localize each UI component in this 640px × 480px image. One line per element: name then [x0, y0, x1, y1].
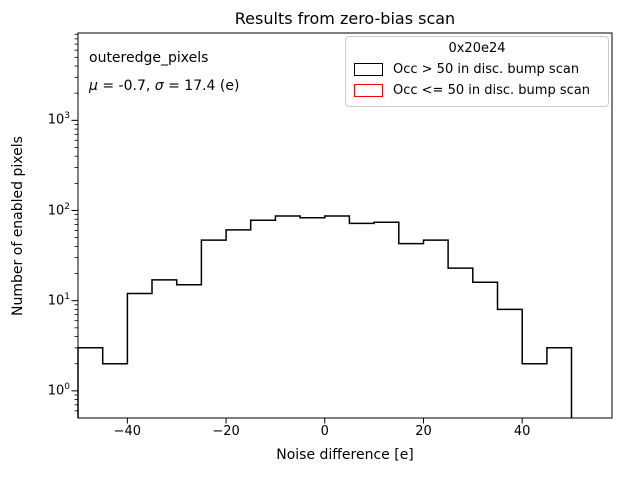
chart-title: Results from zero-bias scan — [234, 9, 456, 28]
y-tick-label: 103 — [47, 111, 70, 128]
x-tick-label: −20 — [212, 424, 240, 439]
x-tick-label: 0 — [320, 424, 329, 439]
legend-swatch-red — [354, 84, 383, 97]
annotation-stats-line: μ = -0.7, σ = 17.4 (e) — [89, 78, 240, 94]
x-tick-label: 20 — [415, 424, 432, 439]
x-tick-label: 40 — [513, 424, 531, 439]
annotation-sample-label: outeredge_pixels — [89, 50, 209, 66]
stats-annotation: outeredge_pixels μ = -0.7, σ = 17.4 (e) — [89, 44, 239, 100]
x-axis-label: Noise difference [e] — [276, 447, 414, 463]
legend-label: Occ > 50 in disc. bump scan — [393, 62, 580, 77]
legend-entry: Occ <= 50 in disc. bump scan — [354, 80, 600, 101]
legend-label: Occ <= 50 in disc. bump scan — [393, 83, 590, 98]
legend-swatch-black — [354, 63, 383, 76]
axes-frame — [77, 32, 613, 419]
legend-entry: Occ > 50 in disc. bump scan — [354, 59, 600, 80]
histogram-step-series — [77, 215, 573, 418]
x-tick-label: −40 — [113, 424, 142, 439]
y-tick-label: 102 — [47, 201, 70, 218]
y-tick-label: 100 — [47, 381, 70, 399]
y-tick-label: 101 — [47, 291, 70, 308]
legend: 0x20e24 Occ > 50 in disc. bump scan Occ … — [345, 36, 609, 107]
legend-title: 0x20e24 — [448, 41, 506, 56]
